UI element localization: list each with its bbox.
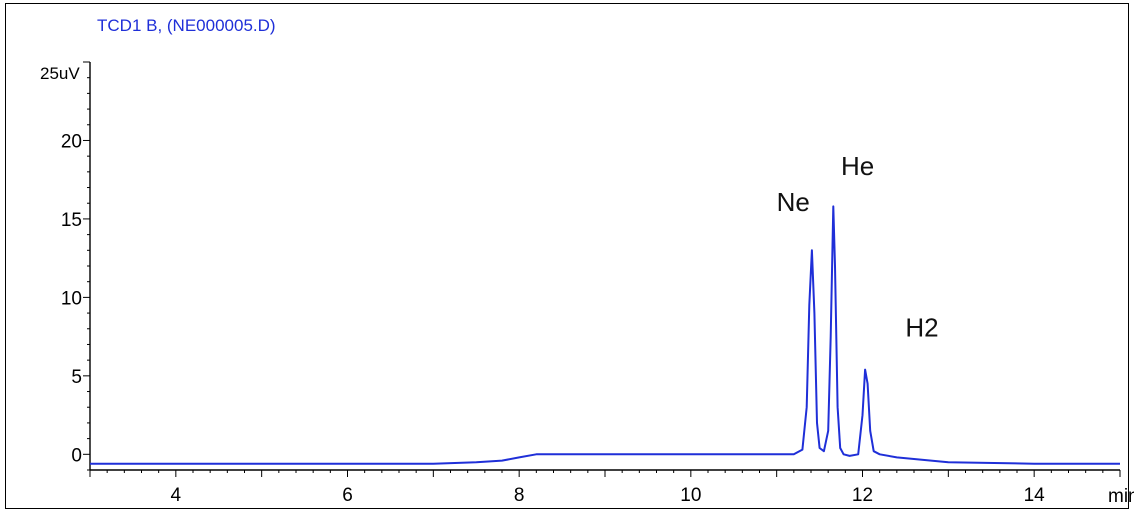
y-tick-label: 0 [71,445,82,466]
y-tick-label: 20 [61,131,82,152]
y-tick-label: 10 [61,288,82,309]
annotation-layer: Ne He H2 [777,151,939,343]
series-line [90,205,1120,465]
y-tick-label: 15 [61,210,82,231]
x-axis-label: min [1108,486,1134,507]
chart-frame [5,3,1129,509]
x-tick-label: 10 [680,485,701,506]
peak-label-h2: H2 [905,313,938,343]
x-tick-label: 14 [1024,485,1046,506]
series-layer [90,205,1120,465]
x-tick-label: 8 [514,485,525,506]
peak-label-ne: Ne [777,187,810,217]
x-tick-label: 6 [342,485,353,506]
y-tick-label: 5 [71,367,82,388]
peak-label-he: He [841,151,874,181]
tick-labels: 4 6 8 10 12 14 0 5 10 15 20 [61,131,1045,506]
x-tick-label: 4 [171,485,182,506]
chart-title: TCD1 B, (NE000005.D) [97,16,276,35]
y-axis-label: 25uV [40,64,80,83]
ticks [83,61,1121,477]
x-tick-label: 12 [852,485,873,506]
axes [89,62,1120,471]
